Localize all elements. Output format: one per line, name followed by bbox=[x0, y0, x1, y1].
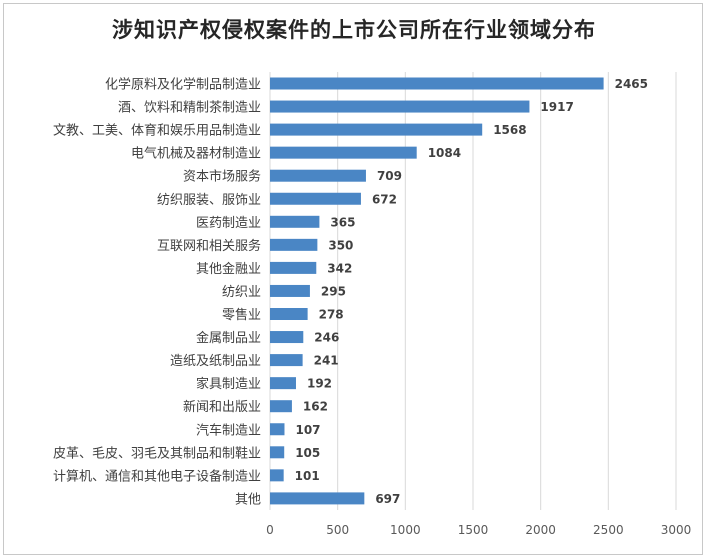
value-label: 672 bbox=[372, 192, 397, 206]
value-label: 697 bbox=[375, 492, 400, 506]
category-label: 纺织服装、服饰业 bbox=[157, 193, 261, 208]
bar bbox=[270, 423, 285, 436]
value-label: 365 bbox=[330, 215, 355, 229]
value-label: 101 bbox=[295, 469, 320, 483]
category-label: 其他金融业 bbox=[196, 261, 261, 277]
bar bbox=[270, 492, 365, 505]
bar bbox=[270, 446, 285, 459]
x-tick-label: 500 bbox=[326, 523, 349, 537]
value-label: 1568 bbox=[493, 123, 526, 137]
value-label: 241 bbox=[314, 354, 339, 368]
value-label: 105 bbox=[295, 446, 320, 460]
value-label: 295 bbox=[321, 284, 346, 298]
category-label: 皮革、毛皮、羽毛及其制品和制鞋业 bbox=[53, 445, 261, 461]
x-tick-labels: 0 500 1000 1500 2000 2500 3000 bbox=[266, 523, 691, 537]
category-label: 互联网和相关服务 bbox=[157, 238, 261, 254]
category-label: 金属制品业 bbox=[196, 330, 261, 346]
value-label: 2465 bbox=[615, 77, 648, 91]
value-label: 192 bbox=[307, 377, 332, 391]
bar bbox=[270, 400, 292, 413]
category-label: 纺织业 bbox=[222, 285, 261, 300]
category-label: 家具制造业 bbox=[196, 376, 261, 392]
bar bbox=[270, 284, 310, 297]
value-label: 709 bbox=[377, 169, 402, 183]
category-label: 电气机械及器材制造业 bbox=[131, 146, 261, 162]
bar bbox=[270, 469, 284, 482]
value-label: 107 bbox=[295, 423, 320, 437]
value-label: 350 bbox=[328, 238, 353, 252]
x-tick-label: 2000 bbox=[525, 523, 556, 537]
chart-title: 涉知识产权侵权案件的上市公司所在行业领域分布 bbox=[112, 17, 596, 42]
bar bbox=[270, 77, 604, 90]
bar bbox=[270, 261, 317, 274]
category-label: 零售业 bbox=[222, 307, 261, 323]
category-label: 新闻和出版业 bbox=[183, 399, 261, 415]
value-labels: 2465 1917 1568 1084 709 672 365 350 342 295 278 246… bbox=[295, 77, 648, 506]
category-label: 酒、饮料和精制茶制造业 bbox=[118, 100, 261, 116]
bar bbox=[270, 377, 296, 390]
bar bbox=[270, 238, 318, 251]
category-label: 造纸及纸制品业 bbox=[170, 354, 261, 369]
category-label: 化学原料及化学制品制造业 bbox=[105, 77, 261, 93]
x-tick-label: 3000 bbox=[661, 523, 692, 537]
bar bbox=[270, 192, 361, 205]
bar bbox=[270, 146, 417, 159]
bar bbox=[270, 100, 530, 113]
category-labels: 化学原料及化学制品制造业酒、饮料和精制茶制造业文教、工美、体育和娱乐用品制造业电… bbox=[53, 77, 261, 508]
gridlines bbox=[269, 72, 677, 510]
value-label: 278 bbox=[319, 308, 344, 322]
bar bbox=[270, 331, 304, 344]
value-label: 162 bbox=[303, 400, 328, 414]
value-label: 342 bbox=[327, 261, 352, 275]
x-tick-label: 1000 bbox=[390, 523, 421, 537]
bars bbox=[270, 77, 604, 505]
value-label: 246 bbox=[314, 331, 339, 345]
category-label: 汽车制造业 bbox=[196, 422, 261, 438]
x-tick-label: 2500 bbox=[593, 523, 624, 537]
value-label: 1917 bbox=[540, 100, 573, 114]
category-label: 医药制造业 bbox=[196, 216, 261, 231]
category-label: 资本市场服务 bbox=[183, 169, 261, 185]
category-label: 文教、工美、体育和娱乐用品制造业 bbox=[53, 123, 261, 139]
category-label: 计算机、通信和其他电子设备制造业 bbox=[53, 468, 261, 484]
value-label: 1084 bbox=[428, 146, 461, 160]
x-tick-label: 0 bbox=[266, 523, 274, 537]
x-tick-label: 1500 bbox=[458, 523, 489, 537]
chart-frame bbox=[3, 3, 703, 555]
bar bbox=[270, 308, 308, 320]
category-label: 其他 bbox=[235, 492, 261, 507]
bar bbox=[270, 215, 320, 228]
bar bbox=[270, 354, 303, 367]
bar bbox=[270, 169, 366, 182]
bar bbox=[270, 123, 483, 136]
